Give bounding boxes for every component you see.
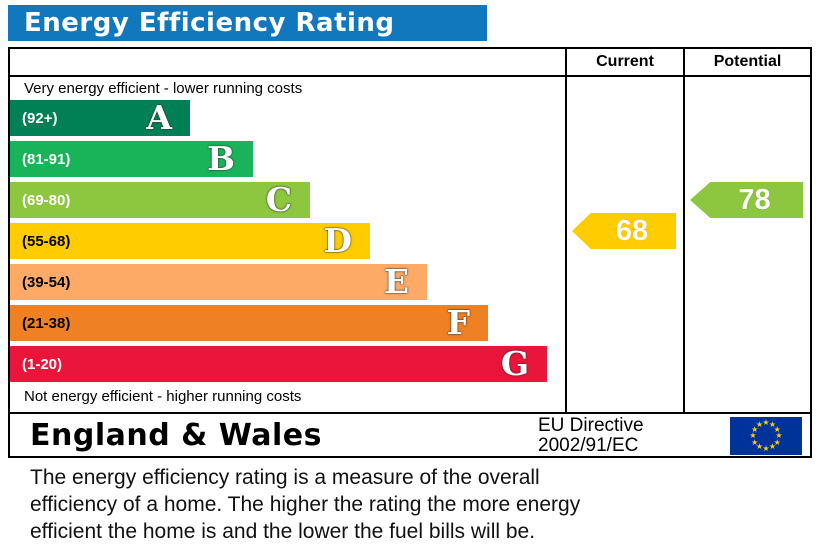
band-d: (55-68) D xyxy=(10,223,370,259)
potential-rating-arrow: 78 xyxy=(690,182,803,218)
eu-flag-star: ★ xyxy=(755,442,764,452)
potential-column-header: Potential xyxy=(683,49,810,75)
band-f: (21-38) F xyxy=(10,305,488,341)
band-range-label: (69-80) xyxy=(22,191,71,209)
eu-flag-star: ★ xyxy=(762,444,770,453)
band-letter: D xyxy=(323,221,352,260)
band-a: (92+) A xyxy=(10,100,190,136)
band-range-label: (92+) xyxy=(22,109,58,127)
chart-footer: England & Wales EU Directive 2002/91/EC … xyxy=(10,412,810,456)
rating-bands: (92+) A (81-91) B (69-80) C (55-68) D (39-54) E (2… xyxy=(10,100,565,382)
energy-rating-chart: Current Potential Very energy efficient … xyxy=(8,47,812,458)
eu-flag-star: ★ xyxy=(749,431,757,440)
band-letter: C xyxy=(265,180,292,219)
eu-flag-star: ★ xyxy=(773,424,781,434)
band-b: (81-91) B xyxy=(10,141,253,177)
page-title: Energy Efficiency Rating xyxy=(8,5,487,41)
region-label: England & Wales xyxy=(30,417,322,453)
band-range-label: (39-54) xyxy=(22,273,71,291)
header-spacer xyxy=(10,49,565,75)
band-letter: B xyxy=(207,139,235,178)
band-letter: E xyxy=(383,262,409,301)
eu-flag-icon: ★ ★ ★ ★ ★ ★ ★ ★ ★ ★ ★ ★ xyxy=(730,417,802,455)
potential-column: 78 xyxy=(683,77,810,412)
current-column: 68 xyxy=(565,77,683,412)
chart-body: Very energy efficient - lower running co… xyxy=(10,77,810,412)
potential-rating-value: 78 xyxy=(738,183,771,216)
chart-header-row: Current Potential xyxy=(10,49,810,77)
band-range-label: (1-20) xyxy=(22,355,63,373)
band-letter: A xyxy=(146,98,172,137)
top-note: Very energy efficient - lower running co… xyxy=(24,80,303,97)
band-range-label: (21-38) xyxy=(22,314,71,332)
eu-flag-star: ★ xyxy=(775,431,783,440)
band-g: (1-20) G xyxy=(10,346,547,382)
description-line: efficiency of a home. The higher the rat… xyxy=(30,493,581,516)
eu-directive-line2: 2002/91/EC xyxy=(538,435,639,456)
band-letter: G xyxy=(500,344,529,383)
current-rating-arrow: 68 xyxy=(572,213,676,249)
description-line: efficient the home is and the lower the … xyxy=(30,520,536,543)
bottom-note: Not energy efficient - higher running co… xyxy=(24,388,302,405)
band-letter: F xyxy=(446,303,470,342)
band-range-label: (81-91) xyxy=(22,150,71,168)
current-column-header: Current xyxy=(565,49,683,75)
rating-bands-area: Very energy efficient - lower running co… xyxy=(10,77,565,412)
current-rating-value: 68 xyxy=(615,214,649,247)
eu-directive-line1: EU Directive xyxy=(538,415,644,436)
eu-flag-star: ★ xyxy=(755,419,764,429)
eu-flag-star: ★ xyxy=(762,418,770,427)
band-e: (39-54) E xyxy=(10,264,427,300)
eu-flag-star: ★ xyxy=(773,437,781,447)
description-text: The energy efficiency rating is a measur… xyxy=(30,464,580,545)
description-line: The energy efficiency rating is a measur… xyxy=(30,466,540,489)
band-range-label: (55-68) xyxy=(22,232,71,250)
eu-flag-star: ★ xyxy=(751,437,759,447)
eu-flag-star: ★ xyxy=(751,424,759,434)
eu-directive-label: EU Directive 2002/91/EC xyxy=(538,416,644,456)
eu-flag-star: ★ xyxy=(768,442,777,452)
eu-flag-star: ★ xyxy=(768,419,777,429)
band-c: (69-80) C xyxy=(10,182,310,218)
